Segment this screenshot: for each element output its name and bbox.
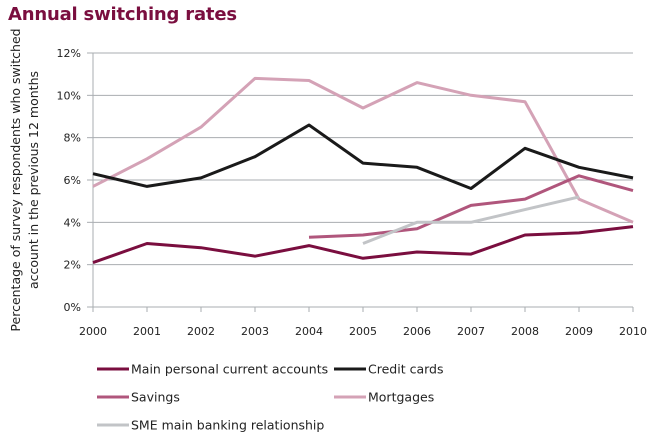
- series-line-credit-cards: [92, 123, 634, 190]
- legend-label: SME main banking relationship: [131, 418, 324, 433]
- y-axis-label-line1: Percentage of survey respondents who swi…: [8, 28, 23, 331]
- x-tick-label: 2001: [133, 325, 161, 338]
- legend-label: Savings: [131, 390, 180, 405]
- series-line-savings: [308, 174, 634, 239]
- series-line-sme-main-banking-relationship: [362, 195, 580, 245]
- gridlines: [93, 52, 633, 266]
- x-tick-label: 2002: [187, 325, 215, 338]
- x-tick-label: 2003: [241, 325, 269, 338]
- legend-item: Savings: [97, 390, 180, 405]
- x-tick-label: 2006: [403, 325, 431, 338]
- legend-item: Credit cards: [334, 362, 443, 377]
- y-tick-label: 8%: [64, 132, 81, 145]
- y-tick-label: 6%: [64, 174, 81, 187]
- legend-item: Main personal current accounts: [97, 362, 328, 377]
- legend-label: Credit cards: [368, 362, 443, 377]
- legend-label: Mortgages: [368, 390, 434, 405]
- legend-item: Mortgages: [334, 390, 434, 405]
- x-tick-label: 2010: [619, 325, 647, 338]
- x-tick-label: 2008: [511, 325, 539, 338]
- legend-item: SME main banking relationship: [97, 418, 324, 433]
- axes: 0% 2% 4% 6% 8% 10% 12% 2000 2001 2002 2003 2004 2005…: [57, 47, 647, 338]
- y-tick-label: 12%: [57, 47, 81, 60]
- x-tick-label: 2007: [457, 325, 485, 338]
- x-tick-label: 2004: [295, 325, 323, 338]
- legend: Main personal current accounts Credit car…: [97, 362, 443, 433]
- x-tick-label: 2005: [349, 325, 377, 338]
- legend-label: Main personal current accounts: [131, 362, 328, 377]
- y-axis-label-line2: account in the previous 12 months: [26, 71, 41, 289]
- x-tick-label: 2009: [565, 325, 593, 338]
- y-tick-label: 4%: [64, 216, 81, 229]
- y-tick-label: 10%: [57, 89, 81, 102]
- y-tick-label: 0%: [64, 301, 81, 314]
- series-line-mortgages: [92, 76, 634, 224]
- series-line-main-personal-current-accounts: [92, 225, 634, 265]
- y-tick-label: 2%: [64, 259, 81, 272]
- x-tick-label: 2000: [79, 325, 107, 338]
- chart-title: Annual switching rates: [8, 4, 237, 25]
- series-lines: [92, 76, 634, 265]
